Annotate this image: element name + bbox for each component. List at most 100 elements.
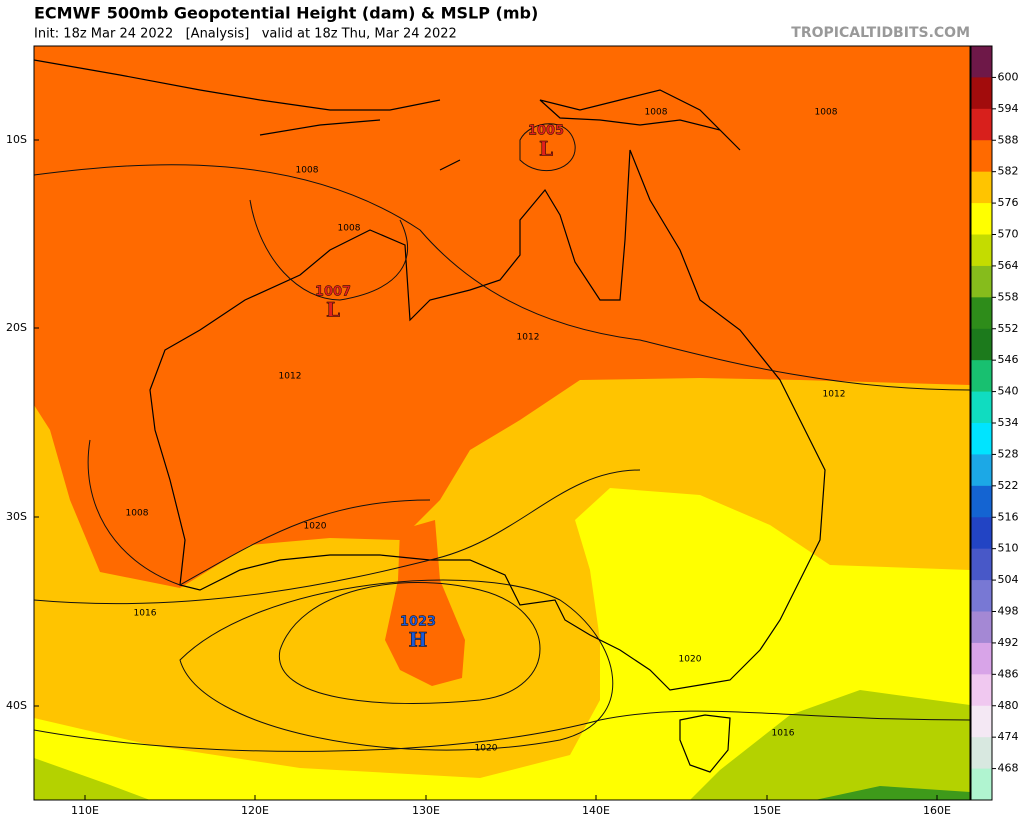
- isobar-label: 1016: [134, 609, 157, 619]
- colorbar-cell: [971, 46, 992, 78]
- colorbar-cell: [971, 360, 992, 393]
- colorbar-cell: [971, 297, 992, 330]
- isobar-label: 1020: [679, 655, 702, 665]
- center-letter: L: [539, 137, 553, 161]
- colorbar-label: 516: [998, 510, 1019, 523]
- isobar: [249, 199, 408, 301]
- isobar-label: 1012: [517, 333, 540, 343]
- colorbar-frame: [970, 45, 993, 801]
- isobar-label: 1012: [823, 390, 846, 400]
- lon-label: 150E: [753, 804, 781, 817]
- isobar-label: 1008: [815, 108, 838, 118]
- lon-label: 160E: [923, 804, 951, 817]
- colorbar-label: 486: [998, 667, 1019, 680]
- isobar: [34, 164, 970, 391]
- colorbar-cell: [971, 485, 992, 518]
- subtitle: Init: 18z Mar 24 2022 [Analysis] valid a…: [34, 27, 457, 42]
- colorbar-cell: [971, 203, 992, 235]
- isobar-label: 1008: [126, 509, 149, 519]
- colorbar-cell: [971, 454, 992, 487]
- center-value: 1007: [315, 285, 351, 300]
- colorbar-cell: [971, 768, 992, 801]
- colorbar-label: 600: [998, 70, 1019, 83]
- colorbar-label: 522: [998, 479, 1019, 492]
- lon-label: 140E: [582, 804, 610, 817]
- colorbar-label: 510: [998, 542, 1019, 555]
- center-value: 1005: [528, 124, 564, 139]
- colorbar-label: 504: [998, 573, 1019, 586]
- colorbar-label: 474: [998, 730, 1019, 743]
- colorbar-cell: [971, 517, 992, 550]
- colorbar-cell: [971, 77, 992, 110]
- isobar-label: 1012: [279, 372, 302, 382]
- colorbar-label: 582: [998, 165, 1019, 178]
- colorbar-label: 540: [998, 385, 1019, 398]
- isobar: [34, 469, 641, 605]
- isobar-label: 1008: [296, 166, 319, 176]
- colorbar-cell: [971, 234, 992, 267]
- isobar-label: 1008: [645, 108, 668, 118]
- coastline-indonesia: [34, 59, 461, 171]
- brand: TROPICALTIDBITS.COM: [791, 25, 970, 41]
- coastline-new-guinea: [539, 89, 741, 151]
- isobar-label: 1020: [475, 744, 498, 754]
- isobar-label: 1008: [338, 224, 361, 234]
- colorbar-label: 468: [998, 762, 1019, 775]
- center-letter: H: [409, 628, 428, 652]
- field-558: [815, 786, 970, 800]
- isobar: [87, 439, 431, 586]
- colorbar-cell: [971, 737, 992, 770]
- colorbar-cell: [971, 108, 992, 141]
- colorbar-label: 564: [998, 259, 1019, 272]
- colorbar-label: 546: [998, 353, 1019, 366]
- colorbar-label: 534: [998, 416, 1019, 429]
- center-letter: L: [326, 298, 340, 322]
- lat-label: 30S: [6, 510, 27, 523]
- colorbar-cell: [971, 548, 992, 581]
- colorbar-cell: [971, 328, 992, 361]
- colorbar-cell: [971, 171, 992, 204]
- colorbar-label: 576: [998, 196, 1019, 209]
- colorbar-cell: [971, 140, 992, 173]
- colorbar-label: 498: [998, 605, 1019, 618]
- colorbar-cell: [971, 391, 992, 424]
- lon-label: 120E: [241, 804, 269, 817]
- lon-label: 130E: [412, 804, 440, 817]
- coastline-australia: [149, 149, 826, 691]
- lat-label: 40S: [6, 699, 27, 712]
- isobar: [278, 582, 541, 704]
- map-frame: [33, 45, 971, 801]
- colorbar-label: 588: [998, 133, 1019, 146]
- center-value: 1023: [400, 615, 436, 630]
- isobar-label: 1020: [304, 522, 327, 532]
- field-582-tongue: [385, 520, 465, 686]
- colorbar-cell: [971, 674, 992, 707]
- lat-label: 20S: [6, 321, 27, 334]
- colorbar-cell: [971, 265, 992, 298]
- colorbar-label: 480: [998, 699, 1019, 712]
- field-564: [34, 690, 970, 800]
- colorbar-label: 594: [998, 102, 1019, 115]
- colorbar-label: 552: [998, 322, 1019, 335]
- colorbar-cell: [971, 580, 992, 612]
- field-570: [34, 488, 970, 800]
- colorbar-label: 528: [998, 447, 1019, 460]
- isobar: [34, 710, 970, 752]
- colorbar-label: 558: [998, 290, 1019, 303]
- coastline-tasmania: [679, 714, 731, 773]
- lat-label: 10S: [6, 133, 27, 146]
- isobar: [519, 123, 576, 172]
- map: [33, 45, 971, 801]
- colorbar-cell: [971, 611, 992, 644]
- colorbar-label: 492: [998, 636, 1019, 649]
- lon-label: 110E: [71, 804, 99, 817]
- isobar: [179, 579, 614, 751]
- colorbar-cell: [971, 642, 992, 675]
- isobar-label: 1016: [772, 729, 795, 739]
- colorbar-cell: [971, 423, 992, 455]
- colorbar-cell: [971, 705, 992, 738]
- colorbar-label: 570: [998, 228, 1019, 241]
- title: ECMWF 500mb Geopotential Height (dam) & …: [34, 4, 538, 23]
